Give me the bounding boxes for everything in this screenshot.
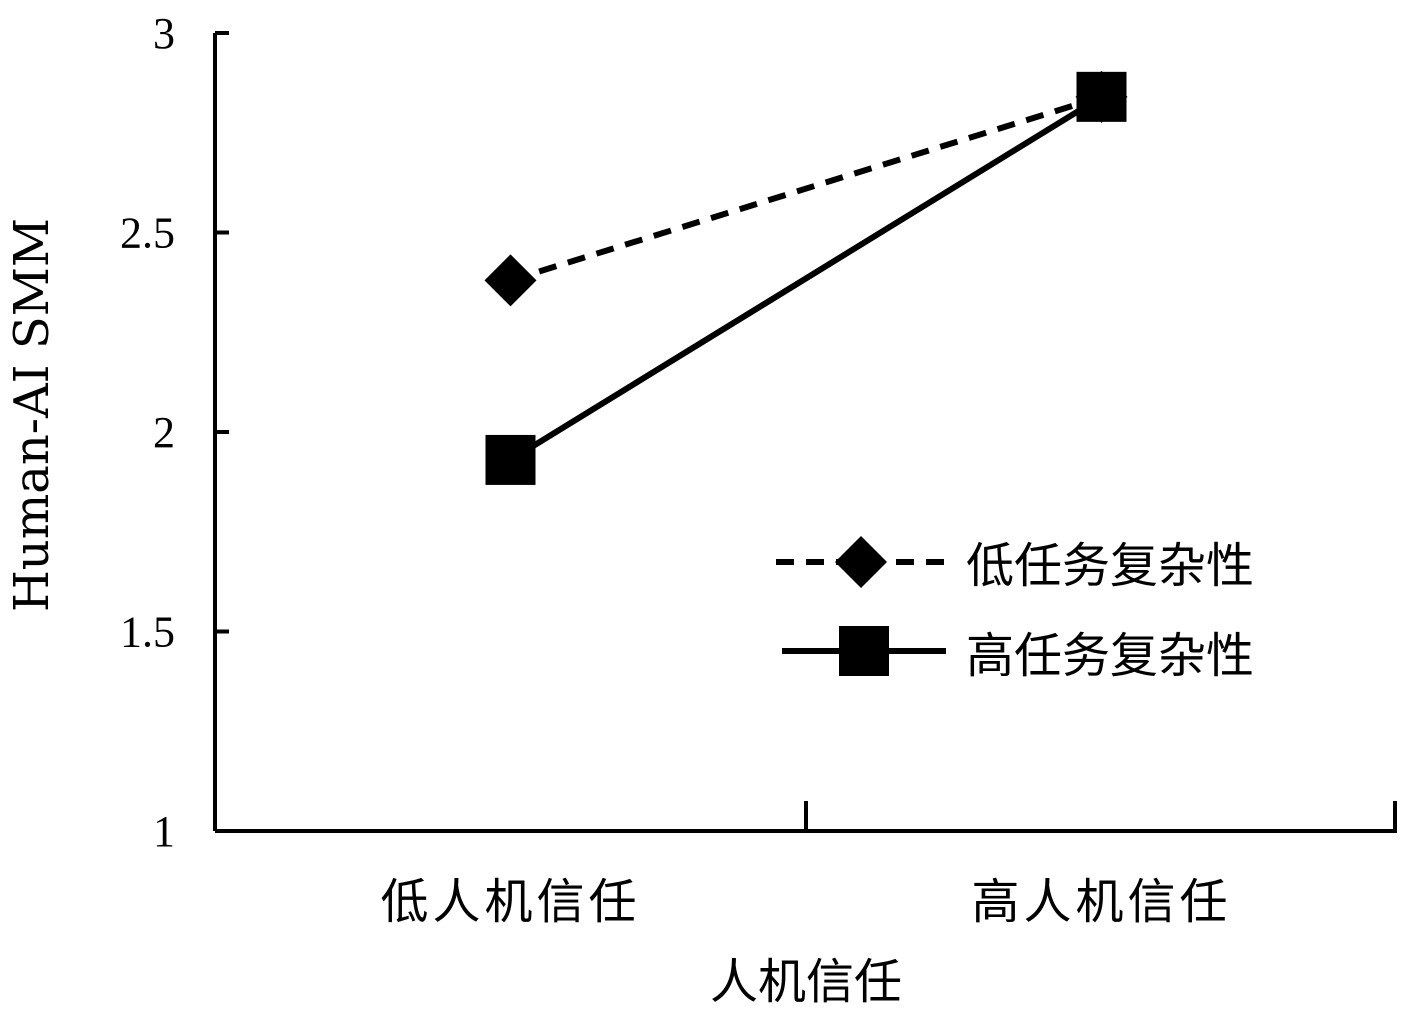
legend-label-low-complexity: 低任务复杂性 [966,538,1254,594]
series-line-dashed [509,93,1103,284]
y-axis-title: Human-AI SMM [4,218,60,612]
legend: 低任务复杂性 高任务复杂性 [776,536,1254,684]
square-marker [1076,71,1127,122]
series-lines [508,93,1104,463]
x-category-label: 低人机信任 [380,874,640,930]
legend-label-high-complexity: 高任务复杂性 [966,628,1254,684]
y-tick-label: 2 [153,408,175,457]
square-marker [485,434,536,485]
y-tick-label: 3 [153,9,175,58]
legend-square-marker [839,626,889,676]
series-line-solid [508,94,1104,463]
legend-item-high-complexity: 高任务复杂性 [782,626,1254,684]
y-ticks: 1 1.5 2 2.5 3 [120,9,229,856]
x-ticks [804,801,1397,831]
legend-diamond-marker [835,536,887,588]
category-labels: 低人机信任 高人机信任 [380,874,1231,930]
y-tick-label: 2.5 [120,209,175,258]
y-tick-label: 1 [153,807,175,856]
series-markers [484,70,1128,485]
diamond-marker [484,254,537,307]
y-tick-label: 1.5 [120,608,175,657]
legend-item-low-complexity: 低任务复杂性 [776,536,1254,594]
x-axis-title: 人机信任 [710,954,902,1009]
x-category-label: 高人机信任 [971,874,1231,930]
